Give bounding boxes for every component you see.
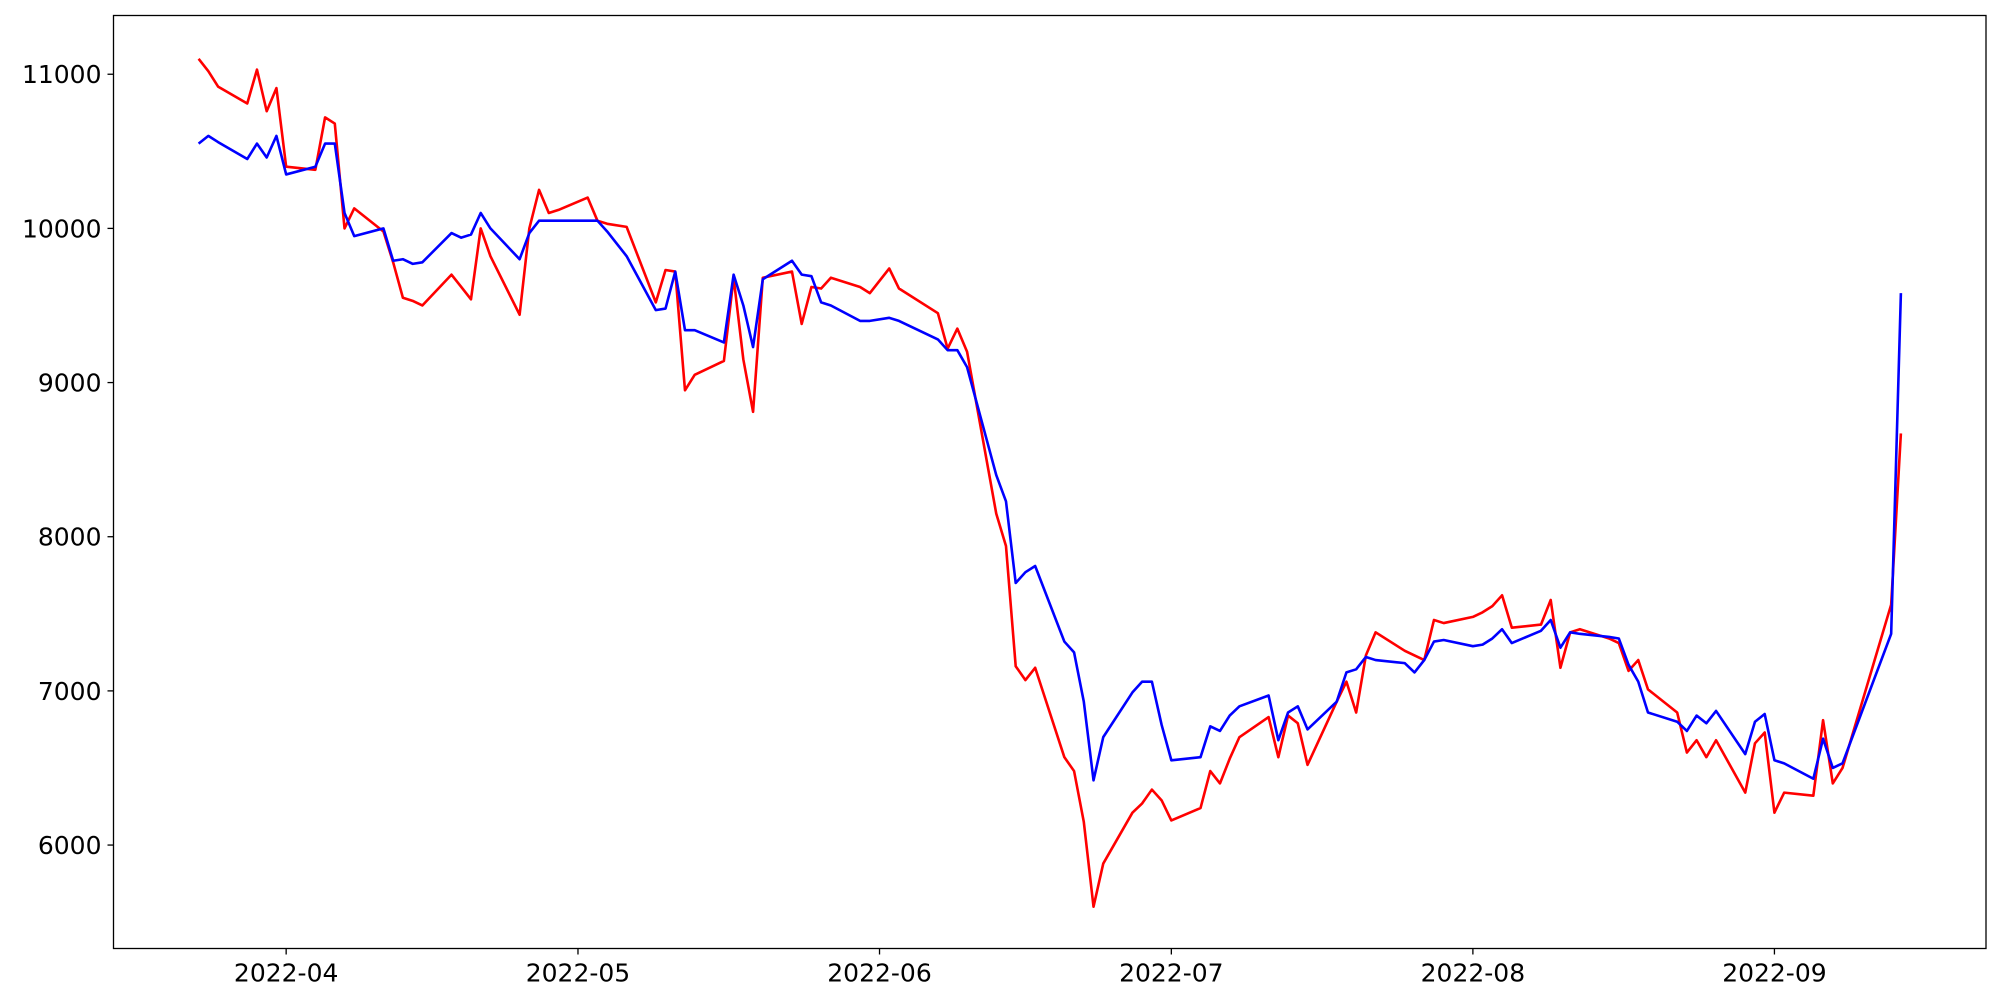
- x-tick-label: 2022-09: [1722, 959, 1826, 988]
- y-tick-label: 8000: [38, 523, 102, 552]
- y-tick-label: 11000: [22, 60, 102, 89]
- x-tick-label: 2022-05: [526, 959, 630, 988]
- x-tick-label: 2022-08: [1421, 959, 1525, 988]
- y-tick-label: 7000: [38, 677, 102, 706]
- y-tick-label: 9000: [38, 369, 102, 398]
- y-tick-label: 6000: [38, 831, 102, 860]
- series-line: [197, 134, 1903, 782]
- y-tick-label: 10000: [22, 214, 102, 243]
- axes-frame: [112, 14, 1987, 950]
- x-tick-label: 2022-06: [827, 959, 931, 988]
- x-tick-label: 2022-07: [1119, 959, 1223, 988]
- x-tick-label: 2022-04: [234, 959, 338, 988]
- series-line: [197, 58, 1903, 909]
